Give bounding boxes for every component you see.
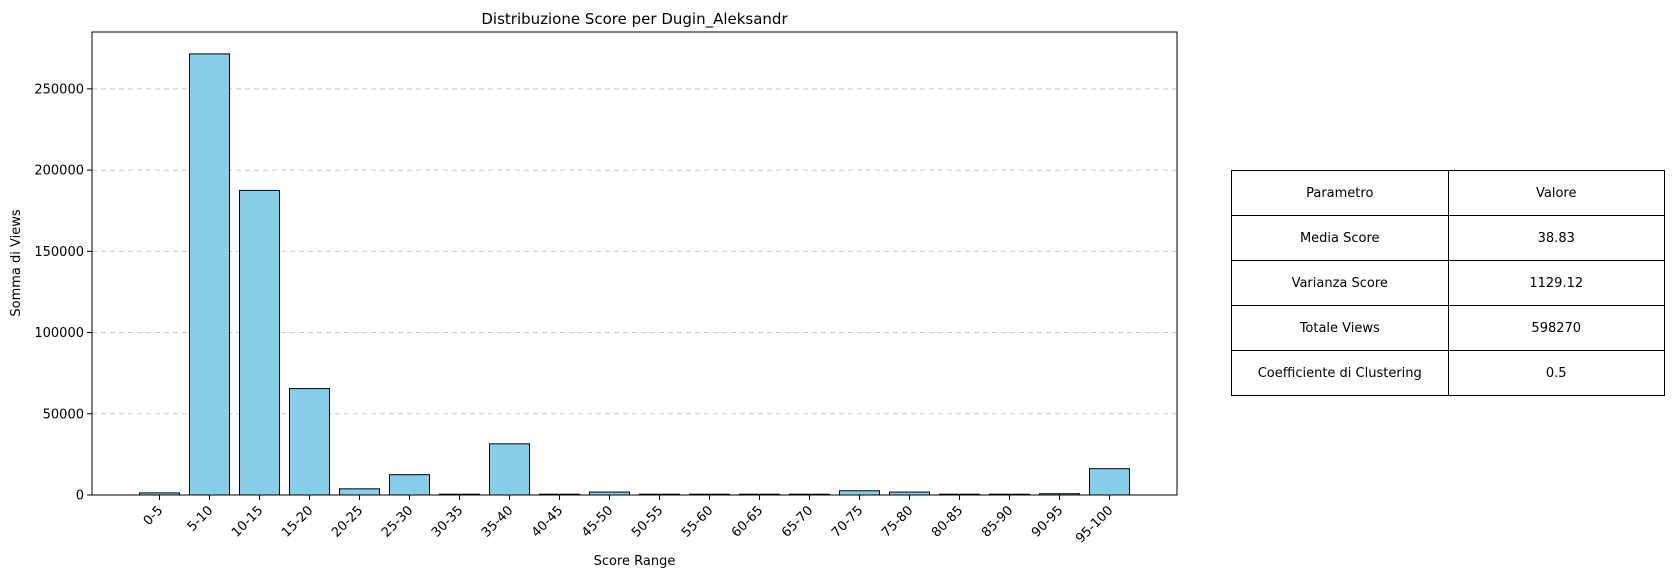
x-tick-label: 80-85 [929, 503, 966, 540]
table-cell: 1129.12 [1447, 260, 1665, 306]
y-tick-label: 250000 [34, 82, 84, 97]
bars [139, 53, 1130, 496]
bar [1089, 468, 1130, 496]
table-cell: Coefficiente di Clustering [1231, 350, 1449, 396]
x-tick-label: 35-40 [479, 503, 516, 540]
y-axis-label: Somma di Views [9, 209, 24, 316]
x-tick-label: 40-45 [529, 503, 566, 540]
x-tick-label: 5-10 [185, 503, 216, 534]
x-tick-label: 65-70 [779, 503, 816, 540]
y-tick-label: 150000 [34, 245, 84, 260]
chart-title: Distribuzione Score per Dugin_Aleksandr [481, 10, 788, 29]
bar [289, 388, 330, 496]
plot-frame [91, 31, 1178, 496]
table-cell: Totale Views [1231, 305, 1449, 351]
x-tick-label: 20-25 [329, 503, 366, 540]
table-cell: 0.5 [1447, 350, 1665, 396]
bar [239, 189, 280, 496]
x-tick-label: 10-15 [229, 503, 266, 540]
y-tick-label: 200000 [34, 164, 84, 179]
x-tick-label: 0-5 [141, 503, 167, 529]
table-cell: 598270 [1447, 305, 1665, 351]
y-tick-label: 50000 [43, 407, 84, 422]
bar [839, 490, 880, 496]
table-header-row: Parametro Valore [1231, 170, 1665, 216]
table-cell: 38.83 [1447, 215, 1665, 261]
table-header-cell: Parametro [1231, 170, 1449, 216]
table-row: Media Score 38.83 [1231, 215, 1665, 261]
bar [389, 474, 430, 496]
x-tick-label: 70-75 [829, 503, 866, 540]
y-tick-label: 100000 [34, 326, 84, 341]
table-cell: Media Score [1231, 215, 1449, 261]
x-tick-label: 75-80 [879, 503, 916, 540]
x-tick-label: 55-60 [679, 503, 716, 540]
y-axis-ticks: 0 50000 100000 150000 200000 250000 [34, 82, 92, 504]
table-row: Varianza Score 1129.12 [1231, 260, 1665, 306]
x-tick-label: 90-95 [1029, 503, 1066, 540]
x-tick-label: 15-20 [279, 503, 316, 540]
y-tick-label: 0 [76, 489, 84, 504]
table-row: Totale Views 598270 [1231, 305, 1665, 351]
bar [189, 53, 230, 496]
x-tick-label: 45-50 [579, 503, 616, 540]
x-axis-ticks: 0-5 5-10 10-15 15-20 20-25 25-30 30-35 35-40 40-… [141, 495, 1116, 546]
x-tick-label: 50-55 [629, 503, 666, 540]
x-tick-label: 25-30 [379, 503, 416, 540]
table-row: Coefficiente di Clustering 0.5 [1231, 350, 1665, 396]
bar [489, 443, 530, 496]
bar [339, 488, 380, 496]
x-tick-label: 60-65 [729, 503, 766, 540]
table-header-cell: Valore [1447, 170, 1665, 216]
x-axis-label: Score Range [594, 554, 676, 569]
x-tick-label: 95-100 [1073, 503, 1116, 546]
table-cell: Varianza Score [1231, 260, 1449, 306]
x-tick-label: 85-90 [979, 503, 1016, 540]
x-tick-label: 30-35 [429, 503, 466, 540]
stats-table: Parametro Valore Media Score 38.83 Varia… [1231, 170, 1665, 396]
